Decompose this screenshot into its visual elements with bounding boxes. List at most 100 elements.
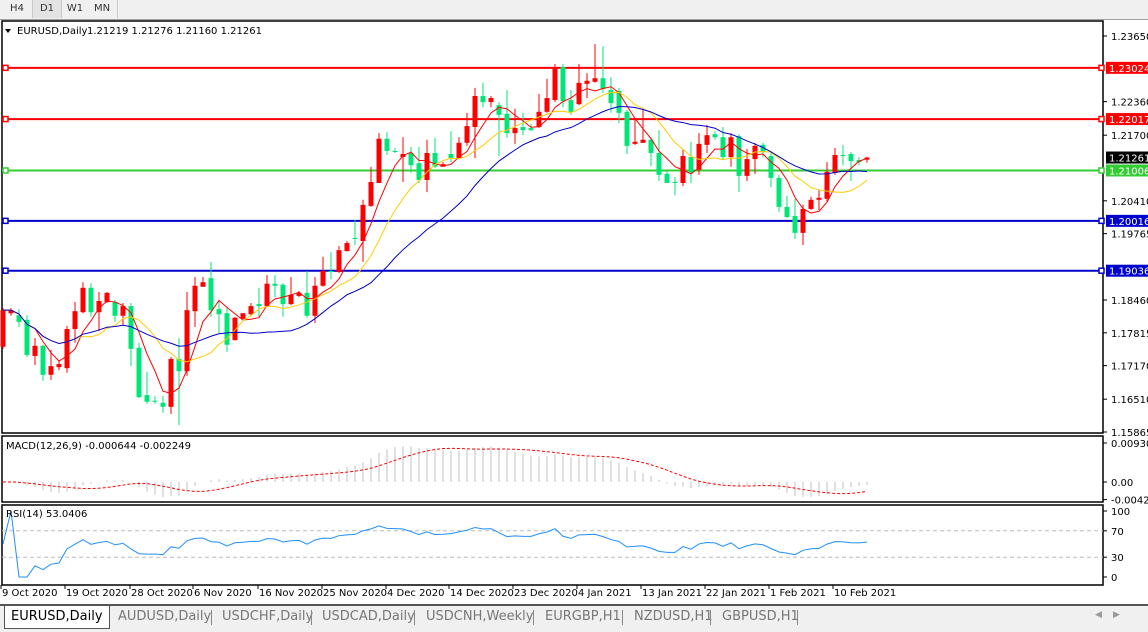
bearish-candle	[217, 309, 222, 314]
bullish-candle	[57, 364, 62, 367]
level-handle-icon[interactable]	[1099, 117, 1104, 122]
rsi-tick-label: 70	[1111, 527, 1124, 538]
bearish-candle	[273, 284, 278, 286]
timeframe-w1-button[interactable]: W1	[61, 0, 89, 18]
bullish-candle	[49, 366, 54, 375]
bullish-candle	[641, 140, 646, 143]
bullish-candle	[233, 318, 238, 340]
price-tick-label: 1.16510	[1111, 395, 1148, 406]
bearish-candle	[601, 78, 606, 89]
price-pane: 1.236501.223601.217001.204101.197651.184…	[1, 21, 1148, 439]
macd-label: MACD(12,26,9) -0.000644 -0.002249	[6, 441, 191, 452]
tab-usdcad-daily[interactable]: USDCAD,Daily	[316, 606, 421, 628]
macd-tick-label: 0.009308	[1111, 439, 1148, 450]
time-tick-label: 19 Oct 2020	[66, 588, 128, 599]
level-handle-icon[interactable]	[3, 117, 8, 122]
bearish-candle	[257, 304, 262, 306]
bullish-candle	[169, 359, 174, 407]
bearish-candle	[625, 112, 630, 146]
tab-usdcnh-weekly[interactable]: USDCNH,Weekly	[420, 606, 539, 628]
tab-separator	[211, 610, 212, 625]
level-handle-icon[interactable]	[3, 65, 8, 70]
bearish-candle	[409, 153, 414, 165]
level-handle-icon[interactable]	[1099, 268, 1104, 273]
tab-separator	[533, 610, 534, 625]
tab-gbpusd-h1[interactable]: GBPUSD,H1	[716, 606, 805, 628]
bearish-candle	[417, 163, 422, 180]
bearish-candle	[689, 157, 694, 173]
bearish-candle	[385, 139, 390, 151]
level-price-label: 1.21006	[1109, 166, 1148, 177]
tab-eurgbp-h1[interactable]: EURGBP,H1	[539, 606, 627, 628]
time-tick-label: 4 Dec 2020	[387, 588, 445, 599]
bullish-candle	[65, 329, 70, 368]
bullish-candle	[833, 155, 838, 173]
time-tick-label: 13 Jan 2021	[642, 588, 702, 599]
timeframe-toolbar: H4 D1 W1 MN	[0, 0, 1148, 20]
level-handle-icon[interactable]	[1099, 168, 1104, 173]
price-tick-label: 1.21700	[1111, 131, 1148, 142]
level-price-label: 1.22017	[1109, 115, 1148, 126]
bullish-candle	[593, 78, 598, 82]
bearish-candle	[153, 401, 158, 402]
bearish-candle	[561, 67, 566, 101]
tab-nzdusd-h1[interactable]: NZDUSD,H1	[628, 606, 719, 628]
timeframe-mn-button[interactable]: MN	[88, 0, 116, 18]
bearish-candle	[769, 156, 774, 178]
timeframe-d1-button[interactable]: D1	[32, 0, 62, 18]
price-tick-label: 1.22360	[1111, 98, 1148, 109]
bullish-candle	[745, 159, 750, 176]
level-handle-icon[interactable]	[3, 268, 8, 273]
tab-usdchf-daily[interactable]: USDCHF,Daily	[216, 606, 319, 628]
current-price-label: 1.21261	[1109, 154, 1148, 165]
bearish-candle	[521, 127, 526, 130]
bullish-candle	[817, 198, 822, 200]
bullish-candle	[473, 96, 478, 127]
level-handle-icon[interactable]	[1099, 218, 1104, 223]
bearish-candle	[737, 136, 742, 176]
bearish-candle	[449, 154, 454, 158]
bearish-candle	[137, 348, 142, 397]
time-tick-label: 4 Jan 2021	[578, 588, 632, 599]
level-handle-icon[interactable]	[3, 218, 8, 223]
tab-eurusd-daily[interactable]: EURUSD,Daily	[4, 606, 110, 629]
chart-window[interactable]: 1.236501.223601.217001.204101.197651.184…	[0, 19, 1148, 604]
symbol-label: EURUSD,Daily	[17, 26, 88, 37]
scroll-right-icon[interactable]: ▶	[1113, 610, 1120, 620]
bullish-candle	[33, 346, 38, 356]
bullish-candle	[633, 142, 638, 144]
bullish-candle	[553, 67, 558, 100]
bullish-candle	[345, 243, 350, 251]
bullish-candle	[369, 182, 374, 206]
time-tick-label: 6 Nov 2020	[194, 588, 252, 599]
macd-tick-label: -0.004204	[1111, 496, 1148, 507]
tab-audusd-daily[interactable]: AUDUSD,Daily	[112, 606, 217, 628]
timeframe-h4-button[interactable]: H4	[3, 0, 31, 18]
tab-separator	[710, 610, 711, 625]
bearish-candle	[785, 207, 790, 217]
level-handle-icon[interactable]	[1099, 65, 1104, 70]
bearish-candle	[665, 174, 670, 183]
bearish-candle	[353, 238, 358, 239]
level-price-label: 1.19036	[1109, 267, 1148, 278]
price-tick-label: 1.19765	[1111, 230, 1148, 241]
bullish-candle	[705, 135, 710, 145]
bullish-candle	[361, 205, 366, 241]
bearish-candle	[329, 271, 334, 272]
level-handle-icon[interactable]	[3, 168, 8, 173]
bearish-candle	[393, 151, 398, 152]
rsi-tick-label: 30	[1111, 553, 1124, 564]
time-tick-label: 25 Nov 2020	[323, 588, 387, 599]
bullish-candle	[265, 284, 270, 306]
bullish-candle	[729, 137, 734, 157]
bearish-candle	[777, 178, 782, 207]
price-tick-label: 1.17170	[1111, 362, 1148, 373]
bearish-candle	[497, 105, 502, 115]
time-tick-label: 28 Oct 2020	[131, 588, 193, 599]
bullish-candle	[465, 126, 470, 143]
price-tick-label: 1.20410	[1111, 197, 1148, 208]
bearish-candle	[281, 285, 286, 304]
macd-tick-label: 0.00	[1111, 478, 1133, 489]
scroll-left-icon[interactable]: ◀	[1095, 610, 1102, 620]
